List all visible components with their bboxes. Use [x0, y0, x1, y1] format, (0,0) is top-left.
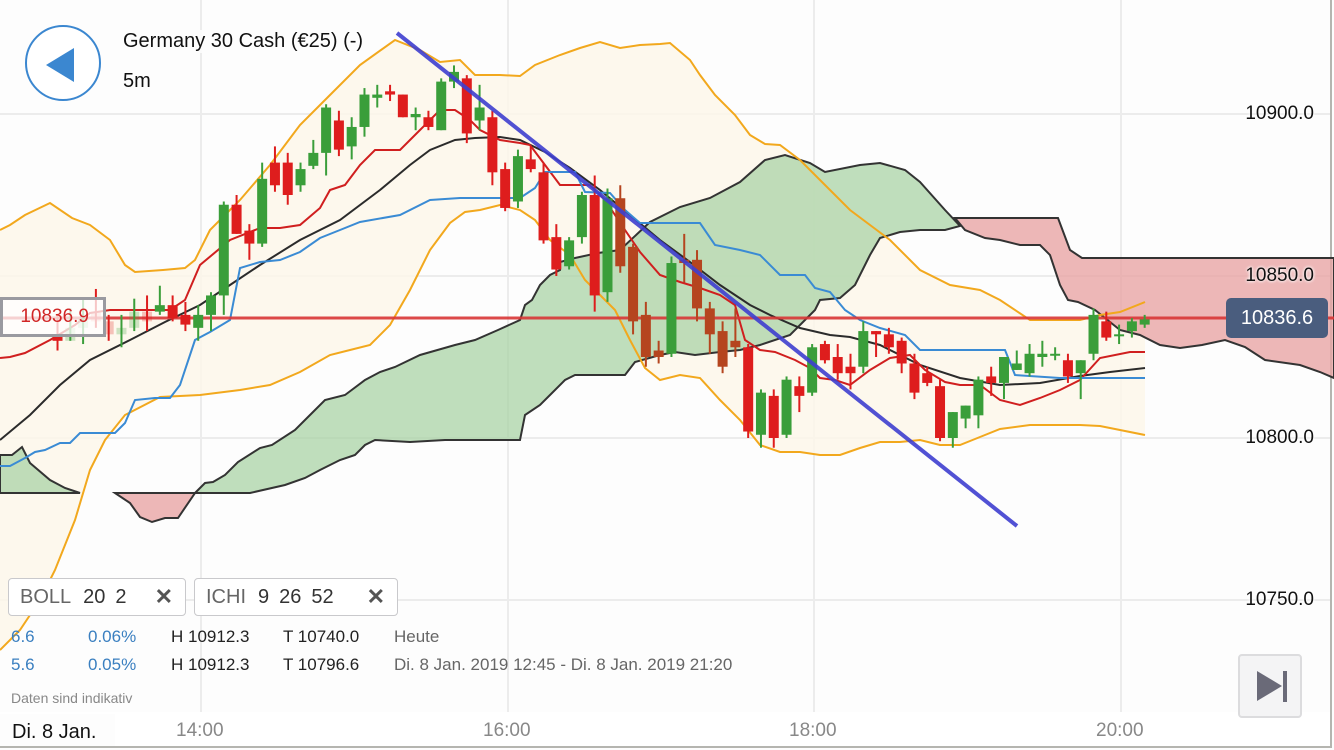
indicator-name: ICHI: [206, 586, 246, 608]
indicator-param: 9: [258, 586, 270, 608]
instrument-title: Germany 30 Cash (€25) (-): [123, 30, 364, 53]
skip-to-end-bar: [1283, 671, 1287, 702]
indicator-param: 20: [83, 586, 106, 608]
time-axis-label: 20:00: [1096, 720, 1144, 741]
indicator-chip-boll[interactable]: BOLL 20 2 ✕: [8, 578, 186, 616]
back-button[interactable]: [25, 25, 101, 101]
disclaimer: Daten sind indikativ: [11, 690, 133, 706]
cloud-bear-left: [111, 492, 197, 524]
price-axis-label: 10750.0: [1245, 589, 1314, 610]
close-icon[interactable]: ✕: [154, 584, 173, 609]
cloud-bear-right: [952, 217, 1334, 380]
stat-low: T 10740.0: [283, 627, 360, 646]
price-axis-label: 10800.0: [1245, 427, 1314, 448]
stat-change: 6.6: [11, 627, 35, 646]
back-arrow-icon: [46, 48, 74, 82]
ichimoku-kijun: [0, 171, 1145, 467]
jump-to-latest-button[interactable]: [1238, 654, 1302, 718]
interval-label[interactable]: 5m: [123, 70, 151, 92]
time-axis-label: 18:00: [789, 720, 837, 741]
cloud-bull-main: [192, 153, 962, 494]
price-axis-label: 10850.0: [1245, 265, 1314, 286]
stat-high: H 10912.3: [171, 655, 250, 674]
indicator-param: 26: [279, 586, 302, 608]
indicator-name: BOLL: [20, 586, 72, 608]
indicator-param: 52: [311, 586, 334, 608]
indicator-chip-ichi[interactable]: ICHI 9 26 52 ✕: [194, 578, 398, 616]
close-icon[interactable]: ✕: [366, 584, 385, 609]
time-axis-label: 14:00: [176, 720, 224, 741]
stat-change: 5.6: [11, 655, 35, 674]
stat-period: Di. 8 Jan. 2019 12:45 - Di. 8 Jan. 2019 …: [394, 655, 733, 674]
stat-change-pct: 0.05%: [88, 655, 137, 674]
date-label: Di. 8 Jan.: [0, 714, 115, 746]
stat-change-pct: 0.06%: [88, 627, 137, 646]
skip-to-end-icon: [1257, 671, 1282, 701]
price-axis-label: 10900.0: [1245, 103, 1314, 124]
ichimoku-cloud: [0, 153, 1334, 524]
trendline[interactable]: [395, 31, 1019, 528]
time-axis-label: 16:00: [483, 720, 531, 741]
crosshair-price-tag: 10836.9: [0, 297, 106, 337]
stat-period: Heute: [394, 627, 440, 646]
time-axis: [0, 712, 1330, 746]
cloud-bull-left: [0, 445, 81, 494]
current-price-tag: 10836.6: [1226, 298, 1328, 338]
stat-high: H 10912.3: [171, 627, 250, 646]
stat-low: T 10796.6: [283, 655, 360, 674]
indicator-param: 2: [115, 586, 127, 608]
